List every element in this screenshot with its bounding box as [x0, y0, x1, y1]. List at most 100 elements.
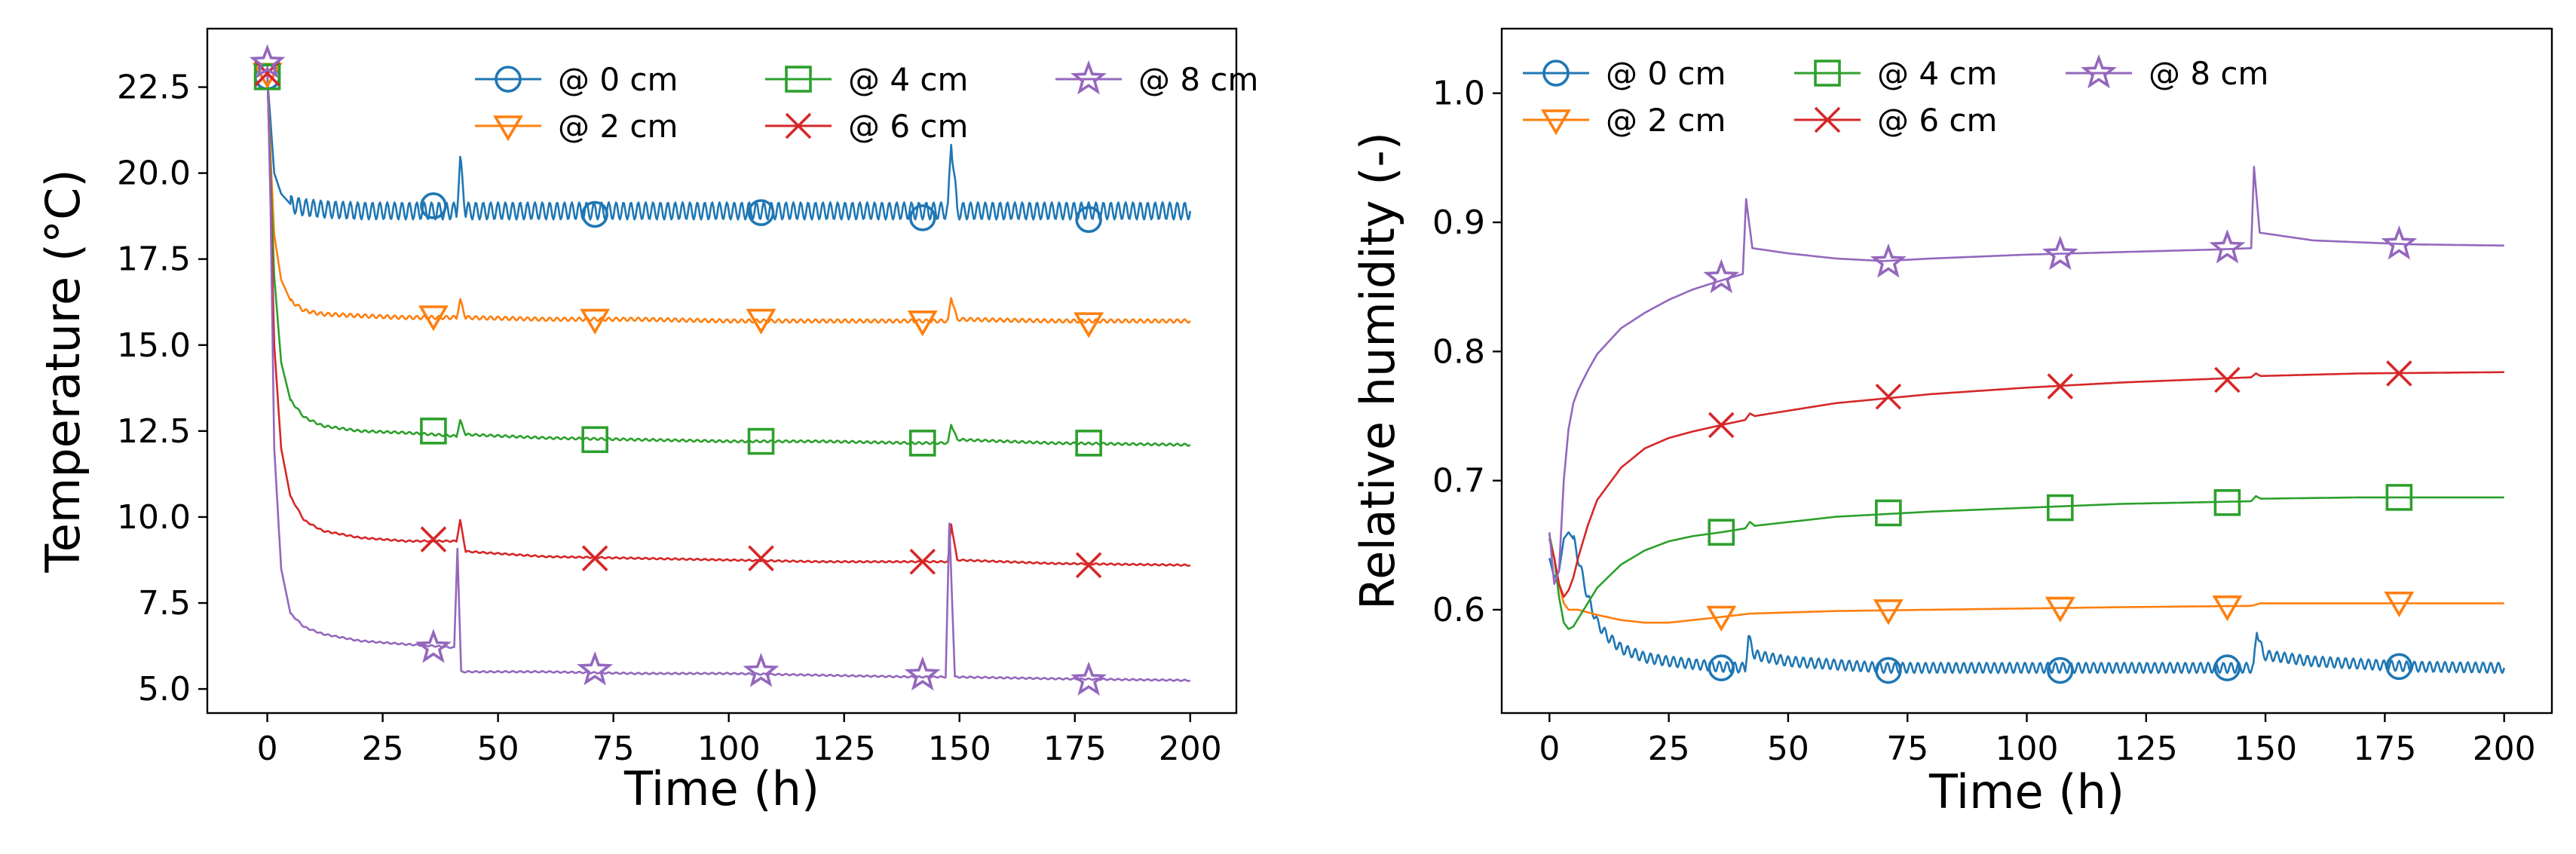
legend-marker-star — [2081, 54, 2117, 89]
data-point-0-cm — [908, 204, 936, 231]
y-tick-label: 10.0 — [117, 498, 191, 537]
data-point-6-cm — [254, 60, 280, 87]
data-point-0-cm — [1075, 206, 1102, 234]
x-tick-label: 100 — [1996, 730, 2059, 768]
legend-marker-square — [1814, 60, 1841, 87]
data-point-4-cm — [1875, 499, 1902, 527]
data-point-8-cm — [2042, 235, 2078, 271]
legend-marker-x — [1814, 106, 1841, 133]
data-point-6-cm — [2386, 360, 2412, 387]
y-axis: 5.0 7.5 10.0 12.5 15.0 17.5 20.0 22.5 — [117, 69, 207, 709]
x-tick-label: 175 — [2353, 730, 2416, 768]
legend-item-2-cm: @ 2 cm — [1523, 102, 1726, 139]
legend-item-0-cm: @ 0 cm — [1523, 55, 1726, 92]
y-tick-label: 12.5 — [117, 412, 191, 451]
data-point-4-cm — [2213, 488, 2241, 516]
series-line-2-cm — [266, 73, 1191, 324]
data-point-2-cm — [2045, 596, 2075, 623]
series-line-8-cm — [266, 63, 1191, 682]
series-markers — [1703, 225, 2418, 684]
y-tick-label: 20.0 — [117, 155, 191, 193]
data-point-4-cm — [1075, 430, 1102, 457]
y-tick-label: 5.0 — [138, 670, 191, 709]
x-tick-label: 175 — [1043, 730, 1107, 768]
data-point-8-cm — [2209, 229, 2246, 264]
data-point-6-cm — [2047, 373, 2074, 399]
x-tick-label: 200 — [1159, 730, 1222, 768]
data-point-0-cm — [420, 192, 447, 219]
x-tick-label: 150 — [928, 730, 991, 768]
series-line-0-cm — [266, 76, 1192, 221]
data-point-2-cm — [1873, 599, 1904, 626]
y-tick-label: 0.9 — [1432, 204, 1485, 242]
data-point-8-cm — [249, 44, 286, 78]
legend-label: @ 4 cm — [1877, 55, 1997, 92]
data-point-4-cm — [908, 430, 936, 457]
data-point-0-cm — [1875, 657, 1902, 684]
x-tick-label: 100 — [697, 730, 761, 768]
series-line-8-cm — [1548, 166, 2504, 586]
legend-item-6-cm: @ 6 cm — [1794, 102, 1997, 139]
data-point-2-cm — [746, 308, 776, 335]
x-tick-label: 50 — [1767, 730, 1809, 768]
x-tick-label: 150 — [2234, 730, 2297, 768]
data-point-0-cm — [1708, 654, 1735, 681]
data-point-8-cm — [1870, 243, 1907, 278]
legend-label: @ 2 cm — [558, 108, 678, 145]
x-axis-label: Time (h) — [1928, 764, 2124, 819]
legend-label: @ 0 cm — [1606, 55, 1726, 92]
legend-marker-x — [785, 112, 812, 139]
data-point-0-cm — [2213, 654, 2241, 681]
data-point-6-cm — [581, 545, 608, 571]
data-point-6-cm — [748, 545, 774, 571]
x-tick-label: 200 — [2473, 730, 2536, 768]
legend-label: @ 4 cm — [848, 61, 968, 98]
data-point-8-cm — [577, 650, 614, 686]
legend-marker-square — [785, 66, 812, 93]
legend-marker-circle — [495, 66, 522, 93]
data-point-6-cm — [1875, 383, 1902, 410]
y-tick-label: 0.7 — [1432, 462, 1485, 500]
legend-marker-triangle-down — [1541, 109, 1571, 136]
temperature-chart: 0 25 50 75 100 125 150 175 200 5.0 7.5 10.0 12.5 15.0… — [35, 27, 1258, 816]
legend-label: @ 6 cm — [1877, 102, 1997, 139]
x-tick-label: 25 — [362, 730, 404, 768]
y-tick-label: 17.5 — [117, 240, 191, 279]
series-line-6-cm — [266, 69, 1191, 568]
series-line-0-cm — [1548, 531, 2505, 675]
legend-item-8-cm: @ 8 cm — [1055, 60, 1258, 98]
data-point-0-cm — [2385, 653, 2413, 681]
series-line-6-cm — [1548, 371, 2504, 598]
data-point-4-cm — [2047, 494, 2074, 522]
x-axis: 0 25 50 75 100 125 150 175 200 — [1539, 713, 2536, 768]
data-point-4-cm — [1708, 519, 1735, 546]
y-tick-label: 7.5 — [138, 584, 191, 623]
data-point-8-cm — [743, 653, 780, 687]
data-point-6-cm — [1708, 412, 1735, 439]
legend-item-2-cm: @ 2 cm — [475, 108, 678, 145]
legend: @ 0 cm @ 2 cm @ 4 cm @ 6 cm @ 8 cm — [1523, 54, 2268, 139]
data-point-2-cm — [2384, 591, 2415, 618]
x-tick-label: 125 — [813, 730, 876, 768]
data-point-0-cm — [2047, 657, 2074, 684]
data-point-4-cm — [2385, 484, 2413, 511]
legend-label: @ 6 cm — [848, 108, 968, 145]
x-tick-label: 25 — [1648, 730, 1690, 768]
legend-label: @ 0 cm — [558, 61, 678, 98]
data-point-4-cm — [747, 427, 775, 455]
y-tick-label: 0.8 — [1432, 332, 1485, 371]
data-point-2-cm — [907, 311, 938, 337]
legend-item-6-cm: @ 6 cm — [765, 108, 968, 145]
legend-item-0-cm: @ 0 cm — [475, 61, 678, 98]
legend-marker-circle — [1542, 60, 1570, 87]
data-point-8-cm — [415, 629, 452, 663]
data-point-2-cm — [1706, 605, 1737, 632]
x-axis-label: Time (h) — [623, 761, 819, 816]
series-line-4-cm — [1548, 494, 2504, 630]
data-point-0-cm — [581, 200, 608, 228]
data-point-4-cm — [253, 63, 281, 90]
legend-marker-star — [1071, 60, 1107, 95]
data-point-8-cm — [1703, 259, 1740, 293]
data-point-4-cm — [581, 426, 608, 454]
